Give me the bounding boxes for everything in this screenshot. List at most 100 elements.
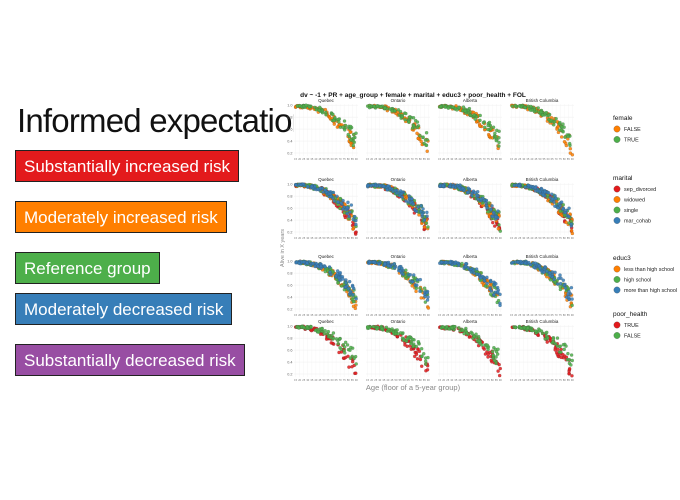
x-tick-label: 65 bbox=[335, 157, 338, 161]
x-tick-label: 70 bbox=[555, 378, 558, 382]
data-point bbox=[378, 183, 382, 188]
x-tick-label: 50 bbox=[467, 157, 470, 161]
x-tick-label: 35 bbox=[310, 236, 313, 240]
data-point bbox=[348, 356, 353, 360]
data-point bbox=[297, 261, 301, 265]
x-tick-label: 20 bbox=[514, 313, 517, 317]
data-point bbox=[375, 104, 379, 108]
x-tick-label: 45 bbox=[318, 313, 321, 317]
data-point bbox=[489, 289, 494, 293]
data-point bbox=[323, 188, 327, 192]
x-tick-label: 90 bbox=[355, 313, 358, 317]
x-tick-label: 70 bbox=[411, 157, 414, 161]
data-point bbox=[304, 103, 308, 107]
data-point bbox=[481, 346, 486, 350]
x-tick-label: 45 bbox=[534, 236, 537, 240]
x-tick-label: 40 bbox=[530, 236, 533, 240]
facet-label: Ontario bbox=[391, 319, 406, 324]
data-point bbox=[495, 352, 500, 356]
x-tick-label: 50 bbox=[467, 378, 470, 382]
data-point bbox=[483, 352, 488, 356]
x-tick-label: 75 bbox=[415, 157, 418, 161]
data-point bbox=[419, 346, 424, 351]
x-tick-label: 50 bbox=[539, 378, 542, 382]
x-tick-label: 85 bbox=[495, 378, 498, 382]
x-tick-label: 25 bbox=[374, 313, 377, 317]
data-point bbox=[390, 109, 394, 113]
x-tick-label: 45 bbox=[534, 378, 537, 382]
x-tick-label: 20 bbox=[298, 157, 301, 161]
data-point bbox=[563, 210, 568, 215]
data-point bbox=[475, 272, 479, 276]
data-point bbox=[349, 345, 353, 350]
data-point bbox=[543, 189, 547, 194]
data-point bbox=[324, 337, 329, 341]
x-tick-label: 65 bbox=[407, 236, 410, 240]
data-point bbox=[561, 207, 565, 211]
data-point bbox=[420, 364, 424, 368]
y-tick-label: 0.2 bbox=[287, 230, 292, 234]
data-point bbox=[309, 324, 313, 329]
data-point bbox=[552, 119, 557, 124]
data-point bbox=[372, 260, 376, 264]
data-point bbox=[560, 125, 564, 129]
x-tick-label: 40 bbox=[314, 378, 317, 382]
x-tick-label: 85 bbox=[495, 313, 498, 317]
data-point bbox=[342, 345, 347, 349]
facet-label: British Columbia bbox=[526, 319, 559, 324]
data-point bbox=[457, 186, 462, 190]
x-tick-label: 20 bbox=[298, 313, 301, 317]
data-point bbox=[425, 368, 430, 372]
data-point bbox=[525, 326, 530, 330]
data-point bbox=[481, 121, 486, 125]
x-tick-label: 60 bbox=[403, 236, 406, 240]
legend-label: single bbox=[624, 208, 638, 214]
legend-title: educ3 bbox=[613, 255, 631, 262]
data-point bbox=[317, 108, 321, 113]
data-point bbox=[419, 209, 423, 214]
data-point bbox=[526, 183, 531, 188]
x-tick-label: 25 bbox=[518, 313, 521, 317]
data-point bbox=[415, 283, 419, 287]
x-tick-label: 75 bbox=[559, 236, 562, 240]
data-point bbox=[351, 227, 355, 231]
x-tick-label: 45 bbox=[390, 236, 393, 240]
data-point bbox=[552, 277, 556, 282]
data-point bbox=[491, 125, 496, 130]
x-tick-label: 50 bbox=[323, 378, 326, 382]
data-point bbox=[532, 265, 536, 270]
x-tick-label: 45 bbox=[318, 157, 321, 161]
chart-title: dv ~ -1 + PR + age_group + female + mari… bbox=[300, 92, 526, 99]
data-point bbox=[386, 184, 390, 188]
data-point bbox=[386, 327, 391, 331]
data-point bbox=[324, 112, 328, 117]
facet-panel: 15 20 25 30 35 40 45 50 55 60 65 70 75 80 85 90 bbox=[438, 259, 502, 317]
data-point bbox=[558, 209, 563, 213]
x-tick-label: 65 bbox=[479, 236, 482, 240]
data-point bbox=[334, 274, 338, 278]
x-tick-label: 35 bbox=[382, 313, 385, 317]
x-tick-label: 60 bbox=[331, 313, 334, 317]
data-point bbox=[297, 326, 301, 330]
data-point bbox=[425, 298, 430, 302]
data-point bbox=[561, 203, 566, 207]
data-point bbox=[400, 266, 404, 271]
data-point bbox=[354, 222, 358, 227]
x-tick-label: 80 bbox=[491, 313, 494, 317]
facet-label: British Columbia bbox=[526, 98, 559, 103]
data-point bbox=[482, 125, 487, 130]
x-tick-label: 25 bbox=[518, 378, 521, 382]
legend-label: more than high school bbox=[624, 288, 677, 294]
y-tick-label: 1.0 bbox=[287, 104, 292, 108]
data-point bbox=[446, 106, 451, 110]
data-point bbox=[348, 130, 353, 134]
data-point bbox=[493, 131, 497, 136]
y-tick-label: 1.0 bbox=[287, 260, 292, 264]
data-point bbox=[554, 196, 558, 200]
data-point bbox=[523, 261, 528, 265]
data-point bbox=[570, 374, 574, 378]
faceted-scatter-figure: dv ~ -1 + PR + age_group + female + mari… bbox=[280, 92, 677, 392]
data-point bbox=[386, 264, 391, 268]
data-point bbox=[539, 110, 543, 114]
data-point bbox=[485, 206, 489, 210]
